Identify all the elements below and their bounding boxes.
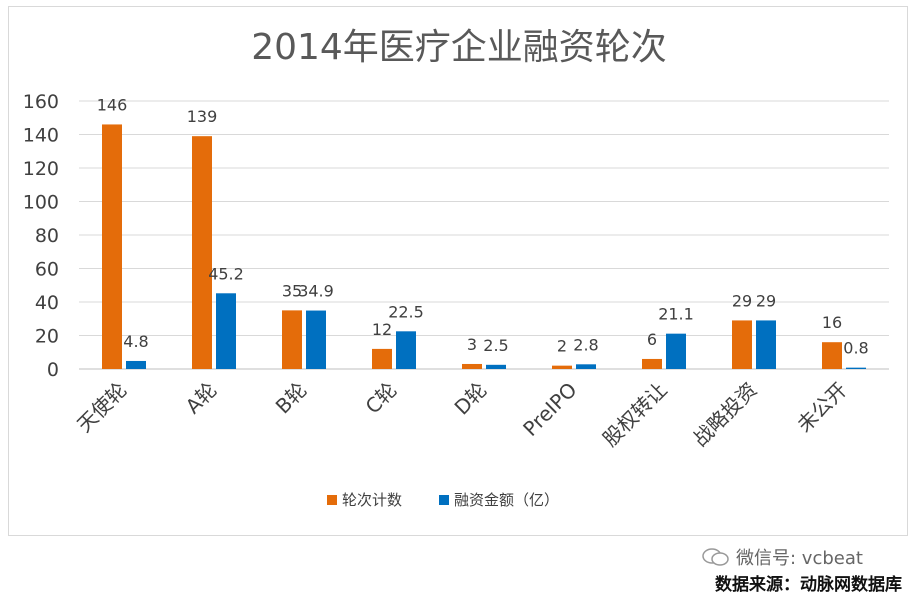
data-label: 12 bbox=[372, 320, 392, 339]
y-tick-label: 40 bbox=[35, 292, 59, 314]
y-tick-label: 100 bbox=[23, 192, 59, 214]
bar-amount bbox=[486, 364, 506, 369]
wechat-icon bbox=[702, 548, 729, 566]
y-tick-label: 160 bbox=[23, 91, 59, 113]
bar-round-count bbox=[102, 124, 122, 369]
chart-title: 2014年医疗企业融资轮次 bbox=[251, 27, 667, 68]
legend-label: 轮次计数 bbox=[342, 491, 402, 509]
x-axis: 天使轮 A轮 B轮 C轮 D轮 PreIPO 股权转让 战略投资 未公开 bbox=[72, 378, 851, 452]
data-label: 6 bbox=[647, 330, 657, 349]
bar-round-count bbox=[372, 348, 392, 369]
bar-amount bbox=[306, 310, 326, 369]
bar-amount bbox=[126, 360, 146, 369]
x-tick-label: A轮 bbox=[181, 378, 222, 419]
x-tick-label: D轮 bbox=[450, 378, 492, 420]
legend-label: 融资金额（亿） bbox=[454, 491, 559, 509]
data-label: 22.5 bbox=[388, 302, 424, 321]
bar-amount bbox=[396, 331, 416, 369]
y-tick-label: 140 bbox=[23, 125, 59, 147]
y-tick-label: 60 bbox=[35, 259, 59, 281]
data-label: 2.5 bbox=[483, 336, 508, 355]
gridlines bbox=[79, 100, 889, 370]
bar-round-count bbox=[192, 136, 212, 369]
data-source: 数据来源：动脉网数据库 bbox=[715, 575, 902, 595]
x-tick-label: C轮 bbox=[361, 378, 402, 419]
bar-amount bbox=[846, 367, 866, 369]
data-label: 4.8 bbox=[123, 332, 148, 351]
bar-round-count bbox=[462, 363, 482, 369]
data-label: 29 bbox=[732, 291, 752, 310]
bar-amount bbox=[576, 364, 596, 369]
bar-amount bbox=[216, 293, 236, 369]
x-tick-label: 天使轮 bbox=[72, 378, 131, 437]
data-label: 139 bbox=[187, 107, 218, 126]
data-label: 16 bbox=[822, 313, 842, 332]
data-label: 3 bbox=[467, 335, 477, 354]
y-tick-label: 80 bbox=[35, 225, 59, 247]
y-tick-label: 120 bbox=[23, 158, 59, 180]
x-tick-label: PreIPO bbox=[518, 378, 581, 441]
data-label: 146 bbox=[97, 95, 128, 114]
data-label: 21.1 bbox=[658, 305, 694, 324]
chart-frame: 2014年医疗企业融资轮次 0 20 40 60 80 100 120 140 160 146 4… bbox=[8, 6, 908, 536]
bars bbox=[102, 124, 866, 369]
bar-round-count bbox=[732, 320, 752, 369]
x-tick-label: 未公开 bbox=[792, 378, 851, 437]
data-label: 34.9 bbox=[298, 282, 334, 301]
data-label: 2 bbox=[557, 337, 567, 356]
bar-round-count bbox=[552, 365, 572, 369]
data-label: 0.8 bbox=[843, 339, 868, 358]
y-axis: 0 20 40 60 80 100 120 140 160 bbox=[23, 91, 59, 381]
legend-swatch bbox=[327, 495, 337, 505]
bar-round-count bbox=[642, 358, 662, 369]
data-label: 2.8 bbox=[573, 335, 598, 354]
legend-swatch bbox=[439, 495, 449, 505]
bar-round-count bbox=[282, 310, 302, 369]
data-label: 35 bbox=[282, 281, 302, 300]
x-tick-label: 股权转让 bbox=[598, 378, 672, 452]
data-label: 29 bbox=[756, 291, 776, 310]
x-tick-label: 战略投资 bbox=[688, 378, 762, 452]
y-tick-label: 20 bbox=[35, 326, 59, 348]
y-tick-label: 0 bbox=[47, 359, 59, 381]
data-label: 45.2 bbox=[208, 264, 244, 283]
wechat-watermark: 微信号: vcbeat bbox=[702, 544, 863, 570]
legend: 轮次计数 融资金额（亿） bbox=[327, 491, 559, 509]
bar-round-count bbox=[822, 342, 842, 369]
bar-amount bbox=[666, 333, 686, 369]
chart: 2014年医疗企业融资轮次 0 20 40 60 80 100 120 140 160 146 4… bbox=[23, 27, 889, 509]
wechat-id: 微信号: vcbeat bbox=[736, 548, 863, 569]
bar-amount bbox=[756, 320, 776, 369]
x-tick-label: B轮 bbox=[271, 378, 312, 419]
